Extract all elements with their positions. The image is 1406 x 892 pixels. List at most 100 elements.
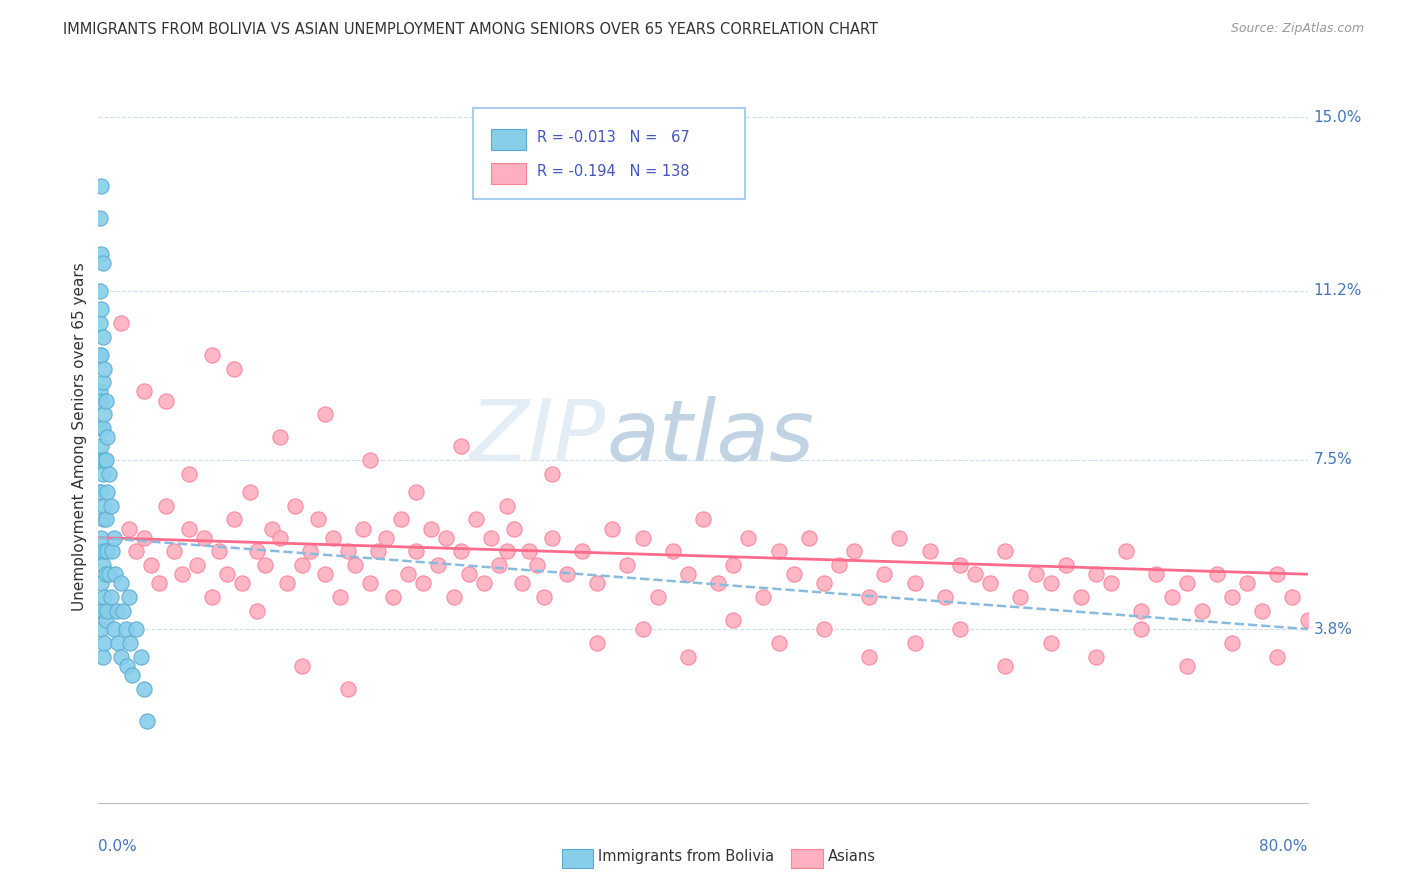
Point [1220,590,1243,604]
Point [382,590,405,604]
Point [89,544,111,558]
Point [96,430,118,444]
Point [540,531,562,545]
Point [1144,567,1167,582]
Point [555,567,578,582]
Point [114,622,136,636]
Point [215,567,238,582]
Point [737,531,759,545]
Point [904,576,927,591]
Point [89,384,111,399]
Text: 7.5%: 7.5% [1313,452,1353,467]
Point [457,567,479,582]
Text: 3.8%: 3.8% [1313,622,1353,637]
Point [389,512,412,526]
Point [90,247,112,261]
Point [163,544,186,558]
Point [783,567,806,582]
Point [93,407,115,421]
Point [246,544,269,558]
Point [1130,604,1153,618]
Point [994,544,1017,558]
Point [949,622,972,636]
Point [291,558,314,573]
Point [1206,567,1229,582]
Point [374,531,396,545]
Point [91,421,114,435]
Point [412,576,434,591]
Point [813,576,835,591]
Point [90,485,112,500]
Point [904,636,927,650]
Point [253,558,276,573]
Point [141,558,163,573]
Point [93,544,115,558]
Point [201,348,224,362]
Point [344,558,367,573]
Point [427,558,450,573]
Point [269,531,291,545]
Point [91,467,114,481]
Point [314,567,336,582]
Point [125,544,148,558]
Point [90,576,112,591]
Point [443,590,465,604]
Point [96,604,118,618]
Point [768,636,790,650]
Text: R = -0.013   N =   67: R = -0.013 N = 67 [537,129,690,145]
Point [98,467,121,481]
Point [1024,567,1046,582]
Point [93,590,115,604]
Point [676,649,699,664]
Point [104,567,127,582]
Point [132,681,155,696]
Point [269,430,291,444]
Point [481,531,503,545]
Point [367,544,389,558]
Point [813,622,835,636]
Text: 11.2%: 11.2% [1313,284,1362,298]
Point [1251,604,1274,618]
Point [91,604,114,618]
Point [179,521,201,535]
Point [103,622,125,636]
Point [661,544,683,558]
Point [465,512,488,526]
Point [91,256,114,270]
Text: R = -0.194   N = 138: R = -0.194 N = 138 [537,164,690,179]
Point [179,467,201,481]
FancyBboxPatch shape [474,108,745,200]
Point [132,531,155,545]
Point [360,576,382,591]
Point [89,453,111,467]
Point [93,636,115,650]
Point [208,544,231,558]
Point [676,567,699,582]
Point [503,521,526,535]
Point [1267,567,1289,582]
Point [307,512,329,526]
Point [93,499,115,513]
Point [1191,604,1213,618]
Point [873,567,896,582]
Point [90,178,112,193]
FancyBboxPatch shape [492,163,526,185]
FancyBboxPatch shape [792,849,823,868]
Point [336,681,359,696]
Point [284,499,307,513]
Point [336,544,359,558]
Point [488,558,510,573]
Point [118,590,141,604]
Point [723,613,745,627]
Point [495,499,517,513]
Text: atlas: atlas [606,395,814,479]
Point [994,658,1017,673]
Point [120,636,142,650]
Point [193,531,215,545]
Point [692,512,714,526]
Point [934,590,956,604]
Point [170,567,193,582]
Y-axis label: Unemployment Among Seniors over 65 years: Unemployment Among Seniors over 65 years [72,263,87,611]
Point [89,211,111,225]
Point [450,544,472,558]
